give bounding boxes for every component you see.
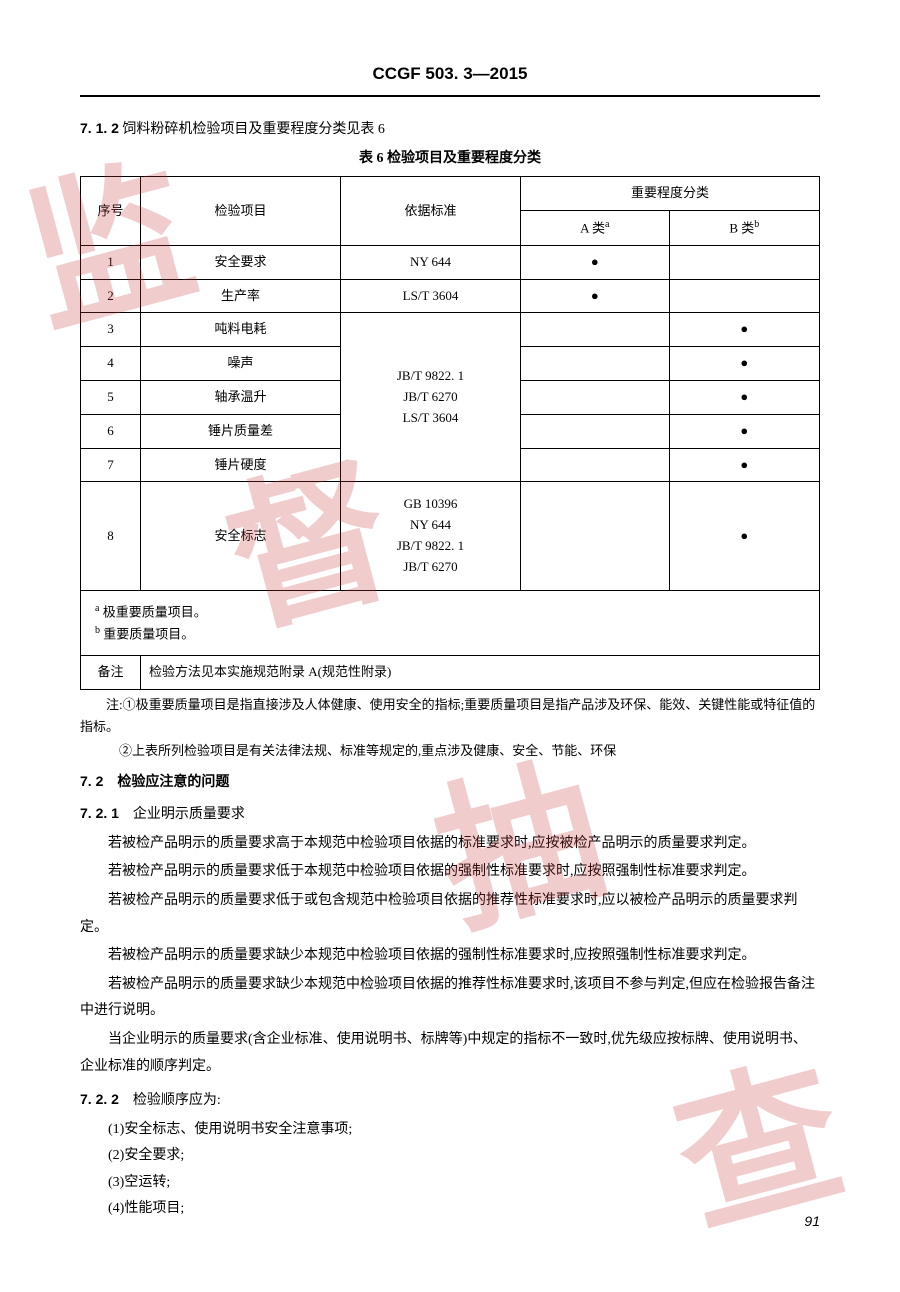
page-header: CCGF 503. 3—2015 [80,60,820,97]
page-number: 91 [804,1210,820,1232]
th-item: 检验项目 [141,176,341,245]
section-number: 7. 1. 2 [80,120,119,136]
th-importance: 重要程度分类 [521,176,820,210]
paragraph: 若被检产品明示的质量要求高于本规范中检验项目依据的标准要求时,应按被检产品明示的… [80,831,820,858]
list-item: (2)安全要求; [80,1143,820,1170]
section-7-1-2: 7. 1. 2 饲料粉碎机检验项目及重要程度分类见表 6 [80,117,820,141]
th-standard: 依据标准 [341,176,521,245]
th-class-a: A 类a [521,210,670,245]
paragraph: 当企业明示的质量要求(含企业标准、使用说明书、标牌等)中规定的指标不一致时,优先… [80,1027,820,1080]
table-6: 序号 检验项目 依据标准 重要程度分类 A 类a B 类b 1 安全要求 NY … [80,176,820,690]
table-row: 1 安全要求 NY 644 ● [81,245,820,279]
table-row: 2 生产率 LS/T 3604 ● [81,279,820,313]
list-item: (1)安全标志、使用说明书安全注意事项; [80,1117,820,1144]
list-item: (3)空运转; [80,1170,820,1197]
th-class-b: B 类b [669,210,819,245]
paragraph: 若被检产品明示的质量要求缺少本规范中检验项目依据的推荐性标准要求时,该项目不参与… [80,972,820,1025]
list-item: (4)性能项目; [80,1196,820,1223]
th-seq: 序号 [81,176,141,245]
table-row: 8 安全标志 GB 10396 NY 644 JB/T 9822. 1 JB/T… [81,482,820,590]
paragraph: 若被检产品明示的质量要求缺少本规范中检验项目依据的强制性标准要求时,应按照强制性… [80,943,820,970]
note-1: 注:①极重要质量项目是指直接涉及人体健康、使用安全的指标;重要质量项目是指产品涉… [80,694,820,738]
paragraph: 若被检产品明示的质量要求低于本规范中检验项目依据的强制性标准要求时,应按照强制性… [80,859,820,886]
paragraph: 若被检产品明示的质量要求低于或包含规范中检验项目依据的推荐性标准要求时,应以被检… [80,888,820,941]
merged-standards: JB/T 9822. 1 JB/T 6270 LS/T 3604 [341,313,521,482]
section-text: 饲料粉碎机检验项目及重要程度分类见表 6 [122,122,385,137]
table-6-caption: 表 6 检验项目及重要程度分类 [80,148,820,170]
section-7-2-2: 7. 2. 2 检验顺序应为: [80,1088,820,1112]
section-7-2: 7. 2 检验应注意的问题 [80,770,820,794]
section-7-2-1: 7. 2. 1 企业明示质量要求 [80,802,820,826]
table-footnotes: a 极重要质量项目。 b 重要质量项目。 [81,590,820,655]
note-2: ②上表所列检验项目是有关法律法规、标准等规定的,重点涉及健康、安全、节能、环保 [80,740,820,762]
table-row: 3 吨料电耗 JB/T 9822. 1 JB/T 6270 LS/T 3604 … [81,313,820,347]
table-remark: 备注 检验方法见本实施规范附录 A(规范性附录) [81,655,820,689]
